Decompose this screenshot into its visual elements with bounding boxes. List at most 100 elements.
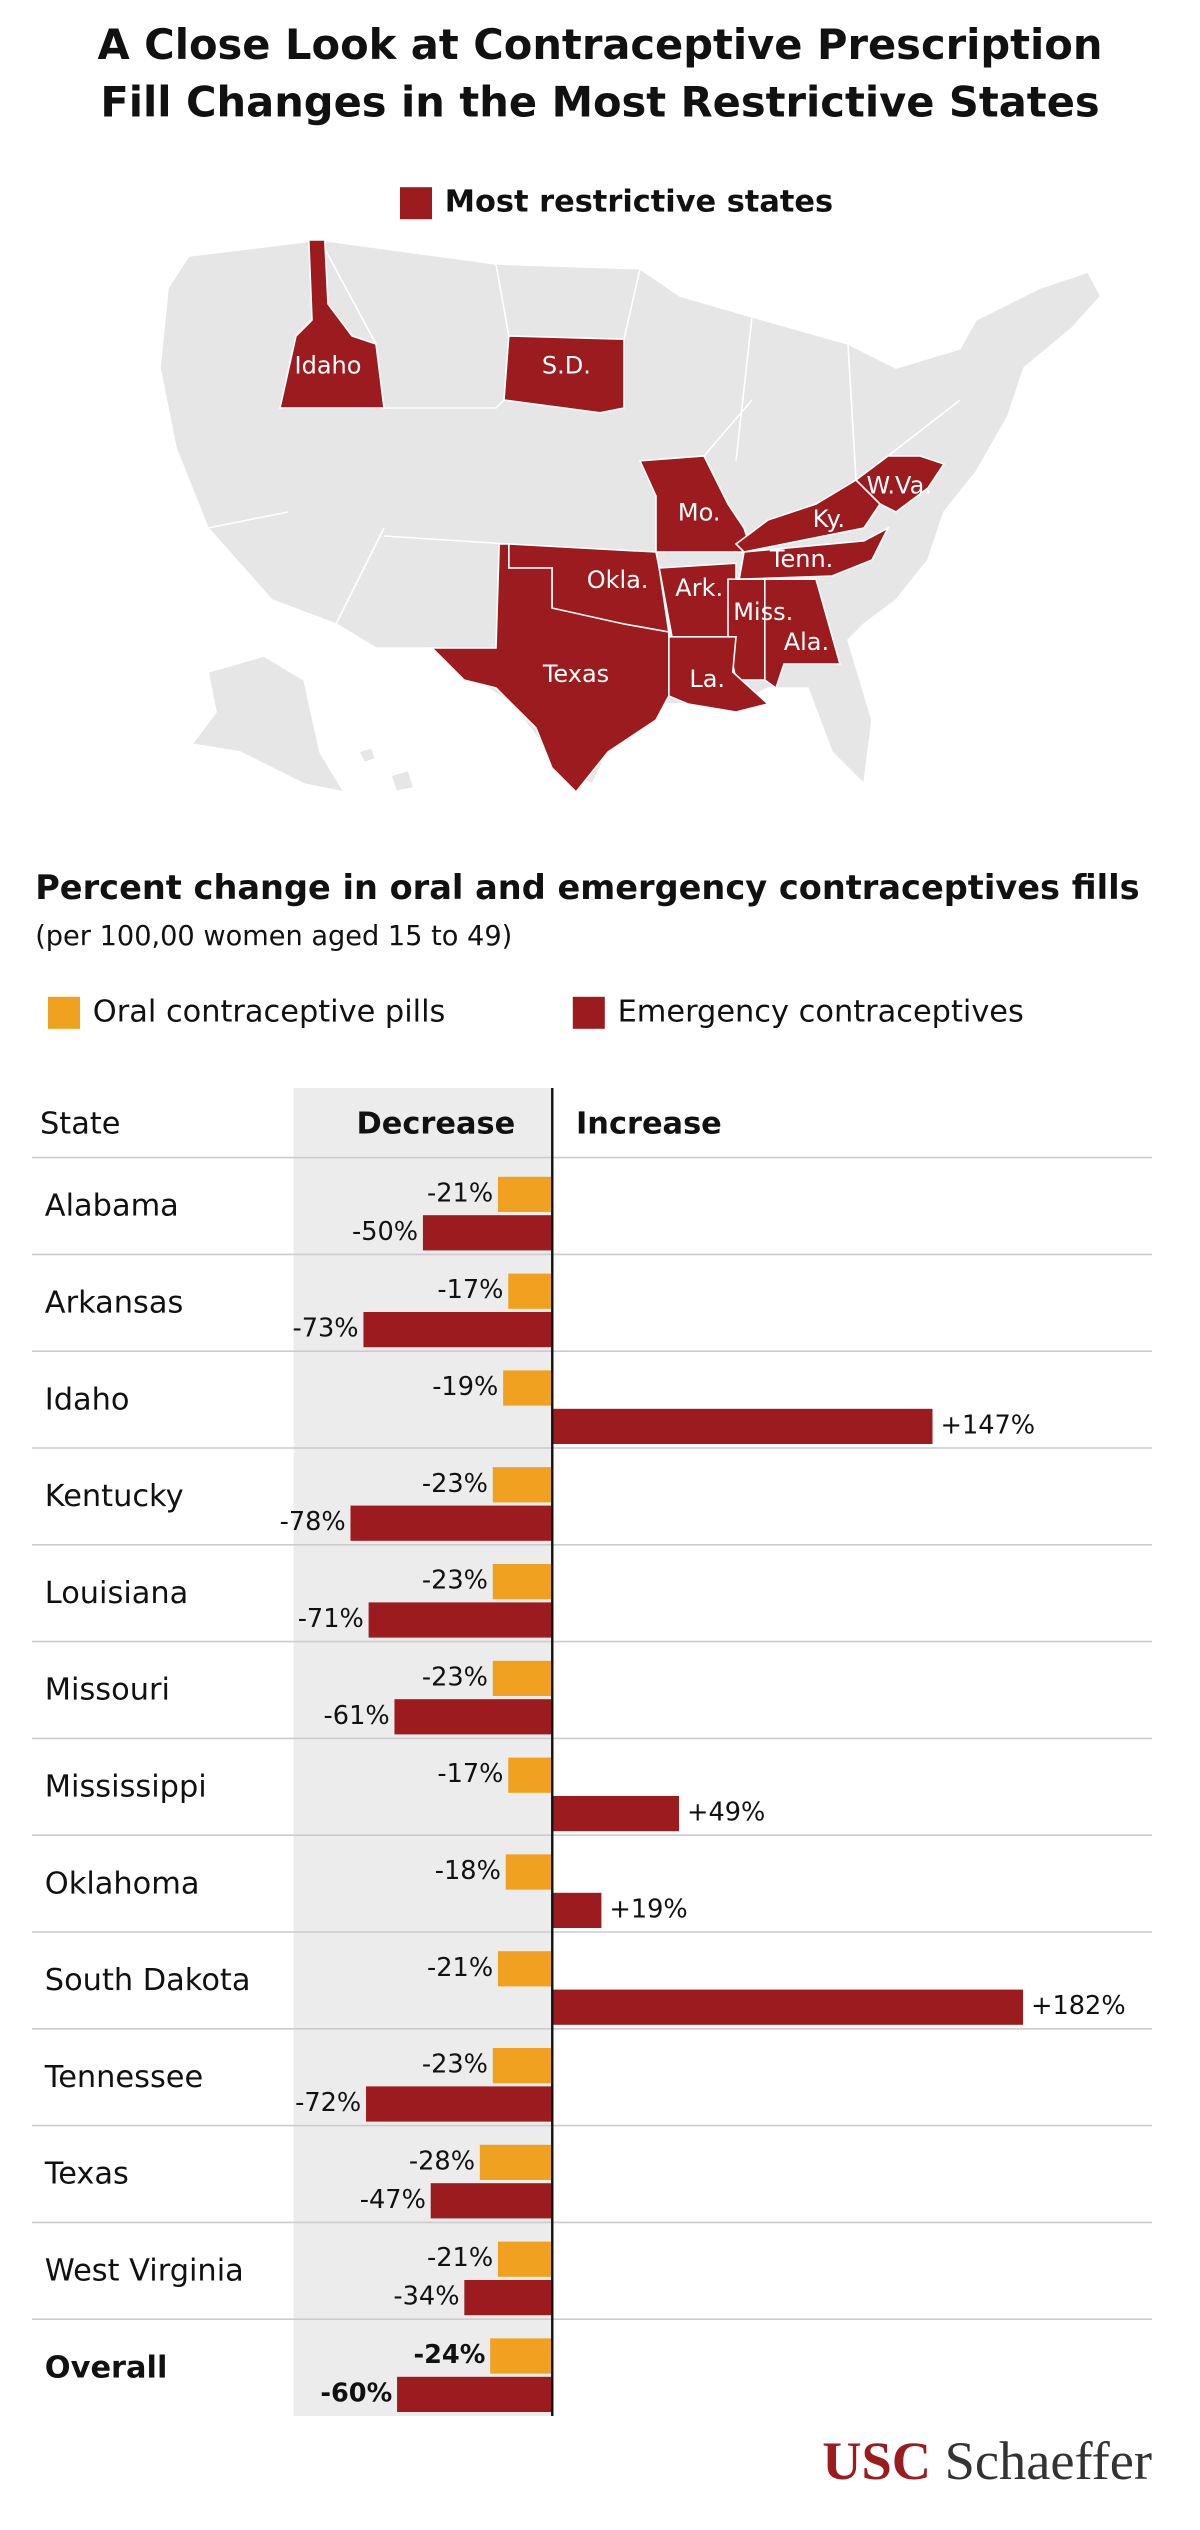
legend-swatch xyxy=(48,996,80,1029)
title-line: Fill Changes in the Most Restrictive Sta… xyxy=(100,78,1099,127)
value-label: -60% xyxy=(320,2378,392,2408)
category-label: Kentucky xyxy=(45,1479,184,1514)
value-label: -17% xyxy=(437,1275,503,1305)
value-label: -21% xyxy=(427,1178,493,1208)
map-label: Ala. xyxy=(784,628,829,656)
category-label: Texas xyxy=(44,2157,129,2192)
bar xyxy=(508,1273,553,1309)
bar xyxy=(505,1854,553,1890)
value-label: +147% xyxy=(941,1410,1036,1440)
value-label: -21% xyxy=(427,2243,493,2273)
bar xyxy=(552,1989,1024,2025)
title-line: A Close Look at Contraceptive Prescripti… xyxy=(98,20,1103,69)
bar xyxy=(552,1408,933,1444)
category-label: South Dakota xyxy=(45,1963,251,1998)
bar xyxy=(492,1467,553,1503)
map-label: S.D. xyxy=(542,351,591,379)
bar xyxy=(492,1564,553,1600)
value-label: -61% xyxy=(324,1701,390,1731)
map-label: Miss. xyxy=(733,598,793,626)
bar xyxy=(492,1660,553,1696)
value-label: -23% xyxy=(422,1469,488,1499)
bar xyxy=(366,2086,553,2122)
category-label: Oklahoma xyxy=(45,1866,200,1901)
map-label: La. xyxy=(689,665,725,693)
value-label: -34% xyxy=(393,2282,459,2312)
category-label: Mississippi xyxy=(45,1770,207,1805)
bar xyxy=(479,2144,553,2180)
bar xyxy=(363,1312,553,1348)
map-label: Tenn. xyxy=(769,545,833,573)
value-label: -23% xyxy=(422,1566,488,1596)
map-label: W.Va. xyxy=(866,471,932,499)
alaska xyxy=(190,655,346,794)
value-label: +49% xyxy=(687,1798,765,1828)
bar xyxy=(397,2376,553,2412)
logo-brand: USC xyxy=(822,2432,931,2492)
bar xyxy=(497,1951,553,1987)
state-borders xyxy=(207,239,961,625)
legend-swatch xyxy=(572,996,605,1029)
value-label: -23% xyxy=(422,2050,488,2080)
chart-title: Percent change in oral and emergency con… xyxy=(35,868,1139,907)
bar xyxy=(490,2338,553,2374)
bar xyxy=(464,2280,553,2316)
value-label: +182% xyxy=(1031,1991,1126,2021)
bar xyxy=(497,2241,553,2277)
value-label: -47% xyxy=(360,2185,426,2215)
value-label: +19% xyxy=(609,1894,687,1924)
us-outline xyxy=(159,239,1102,786)
category-label: Alabama xyxy=(45,1189,179,1224)
map-label: Ky. xyxy=(813,505,845,533)
bar xyxy=(552,1796,680,1832)
value-label: -24% xyxy=(413,2340,485,2370)
category-label: Idaho xyxy=(45,1382,130,1417)
value-label: -78% xyxy=(280,1507,346,1537)
category-label: Louisiana xyxy=(45,1576,188,1611)
category-label: Missouri xyxy=(45,1673,170,1708)
bar xyxy=(503,1370,553,1406)
header-increase: Increase xyxy=(576,1106,722,1141)
category-label: West Virginia xyxy=(45,2254,244,2289)
bar xyxy=(368,1602,553,1638)
legend-label: Oral contraceptive pills xyxy=(93,994,446,1029)
bar xyxy=(497,1176,553,1212)
value-label: -73% xyxy=(293,1314,359,1344)
value-label: -72% xyxy=(295,2088,361,2118)
bar xyxy=(508,1757,553,1793)
bar xyxy=(492,2048,553,2084)
hawaii xyxy=(360,748,375,762)
hawaii xyxy=(392,771,413,791)
map-label: Texas xyxy=(542,660,609,688)
bar xyxy=(552,1892,602,1928)
value-label: -17% xyxy=(437,1759,503,1789)
footer-logo: USC Schaeffer xyxy=(822,2432,1152,2492)
us-map: Idaho S.D. Mo. Ky. W.Va. Tenn. Okla. Ark… xyxy=(159,239,1102,794)
category-label: Tennessee xyxy=(44,2060,203,2095)
map-label: Mo. xyxy=(678,499,721,527)
map-legend-label: Most restrictive states xyxy=(445,185,833,220)
restricted-states xyxy=(279,239,946,794)
map-legend-swatch xyxy=(400,187,432,220)
category-label: Arkansas xyxy=(45,1286,184,1321)
value-label: -19% xyxy=(432,1372,498,1402)
map-label: Idaho xyxy=(295,351,362,379)
header-decrease: Decrease xyxy=(357,1106,516,1141)
value-label: -71% xyxy=(298,1604,364,1634)
map-label: Okla. xyxy=(587,566,649,594)
logo-name: Schaeffer xyxy=(945,2432,1152,2492)
value-label: -18% xyxy=(435,1856,501,1886)
legend-label: Emergency contraceptives xyxy=(618,994,1024,1029)
bar xyxy=(422,1215,553,1251)
chart-subtitle: (per 100,00 women aged 15 to 49) xyxy=(35,921,512,952)
value-label: -28% xyxy=(409,2146,475,2176)
value-label: -21% xyxy=(427,1953,493,1983)
value-label: -23% xyxy=(422,1662,488,1692)
bar xyxy=(350,1505,553,1541)
category-label: Overall xyxy=(45,2350,168,2385)
bar xyxy=(430,2183,553,2219)
map-label: Ark. xyxy=(675,574,723,602)
header-state: State xyxy=(40,1106,120,1141)
